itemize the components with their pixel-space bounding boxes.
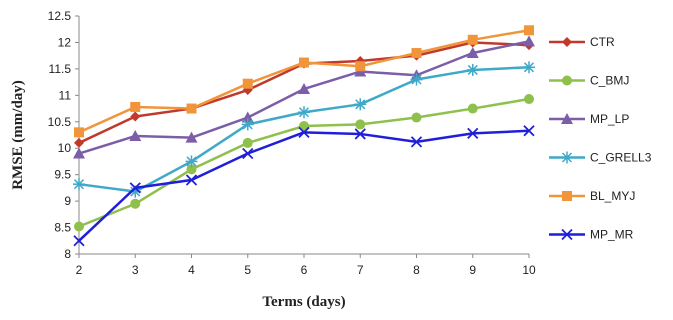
y-tick-label: 11.5 [49,62,72,76]
y-tick-label: 12 [58,35,72,49]
series-line [78,129,530,242]
legend-item: MP_LP [549,112,629,126]
data-point [354,128,366,140]
data-point [74,221,84,232]
y-axis-title: RMSE (mm/day) [10,80,26,190]
series-c-grell3 [73,61,535,198]
data-point [411,112,422,123]
data-point [129,182,141,194]
x-tick-label: 6 [301,263,308,277]
data-point [242,78,253,89]
x-tick-label: 8 [413,263,420,277]
data-point [355,61,366,72]
legend-label: MP_MR [590,228,634,242]
y-tick-label: 11 [59,88,72,102]
data-point [185,155,198,168]
x-tick-label: 3 [132,263,139,277]
data-point [186,164,197,175]
x-tick-label: 2 [76,263,83,277]
legend-marker [562,37,572,47]
data-point [185,174,198,186]
legend-marker [562,191,572,201]
data-point [185,131,198,143]
x-axis-title: Terms (days) [262,294,345,310]
legend-label: C_BMJ [590,74,629,88]
y-tick-label: 9.5 [54,168,71,182]
data-point [298,82,310,94]
data-point [299,57,309,68]
legend-item: C_GRELL3 [549,151,652,165]
y-tick-label: 12.5 [48,9,72,23]
x-tick-label: 5 [244,263,251,277]
legend-label: BL_MYJ [590,189,635,203]
data-point [298,106,310,119]
data-point [242,147,254,160]
x-tick-label: 9 [469,263,476,277]
data-point [73,235,85,247]
data-point [130,198,141,209]
legend-marker [561,228,573,241]
data-point [466,47,479,59]
data-point [74,137,84,148]
data-point [298,126,310,138]
data-point [524,25,534,36]
data-point [129,130,142,142]
legend: CTR C_BMJ MP_LP C_GRELL3 BL_MYJ MP_MR [549,35,652,242]
y-tick-label: 8.5 [54,221,71,235]
data-point [523,125,535,137]
data-point [410,136,423,148]
data-point [299,121,309,132]
legend-item: C_BMJ [549,74,629,88]
data-point [186,103,197,114]
data-point [467,34,478,45]
legend-item: MP_MR [549,228,634,242]
data-point [241,118,254,131]
data-point [467,103,478,114]
data-point [130,111,141,122]
data-point [467,127,479,140]
x-tick-label: 7 [357,263,364,277]
legend-marker [561,113,573,124]
series-mp-mr [73,125,535,247]
legend-item: BL_MYJ [549,189,635,203]
series-mp-lp [73,35,535,159]
legend-marker [561,151,573,164]
data-point [355,119,366,130]
legend-label: MP_LP [590,112,629,126]
x-tick-label: 4 [188,263,195,277]
legend-item: CTR [549,35,615,49]
data-point [73,147,85,159]
data-point [523,61,535,74]
data-point [241,111,254,123]
data-point [355,55,366,66]
x-tick-label: 10 [522,263,536,277]
y-tick-label: 9 [64,194,71,208]
data-point [410,73,423,86]
series-layer [73,25,535,247]
data-point [523,35,535,47]
axes-layer: 8 8.5 9 9.5 10 10.5 11 11.5 12 12.5 2 3 4 5 6 7 8 9 10 [48,9,536,277]
series-bl-myj [74,25,534,138]
y-tick-label: 10.5 [48,115,72,129]
legend-label: CTR [590,35,615,49]
data-point [130,101,141,112]
legend-label: C_GRELL3 [590,151,652,165]
series-c-bmj [74,94,534,232]
data-point [466,63,479,76]
data-point [411,48,422,59]
data-point [242,137,253,148]
y-tick-label: 10 [58,141,72,155]
data-point [73,178,85,191]
y-tick-label: 8 [64,247,71,261]
data-point [354,98,367,111]
data-point [524,94,534,105]
data-point [74,127,84,138]
legend-marker [562,75,572,86]
